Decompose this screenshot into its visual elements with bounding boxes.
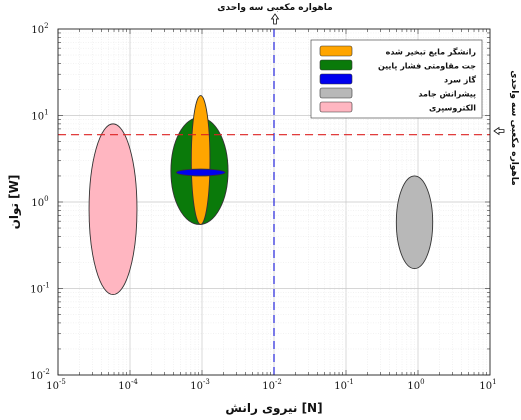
legend-label: گاز سرد	[444, 75, 476, 85]
legend-swatch	[319, 101, 353, 113]
y-tick-label: 100	[31, 195, 48, 209]
legend-swatch	[319, 59, 353, 71]
y-tick-label: 101	[31, 109, 48, 123]
x-tick-label: 10-2	[262, 378, 282, 392]
ellipse-cold-gas	[175, 168, 226, 177]
plot-border	[57, 28, 491, 376]
x-tick-label: 10-1	[334, 378, 354, 392]
x-tick-label: 101	[479, 378, 496, 392]
legend-item-electrospray: الکتروسپری	[319, 101, 476, 113]
legend-items: رانشگر مایع تبخیر شده جت مقاومتی فشار پای…	[319, 45, 477, 113]
reference-lines	[58, 29, 490, 375]
legend-item-low-pressure-resistojet: جت مقاومتی فشار پایین	[319, 59, 476, 71]
legend-swatch	[319, 45, 353, 57]
x-tick-label: 100	[407, 378, 424, 392]
legend: رانشگر مایع تبخیر شده جت مقاومتی فشار پای…	[310, 39, 483, 119]
cubesat-top-annotation: ماهواره مکعبی سه واحدی	[217, 3, 333, 25]
up-arrow-icon	[270, 13, 280, 25]
legend-label: الکتروسپری	[429, 104, 476, 113]
x-tick-label: 10-3	[190, 378, 210, 392]
cubesat-top-label: ماهواره مکعبی سه واحدی	[217, 3, 332, 13]
y-tick-label: 10-2	[30, 368, 50, 382]
ellipse-electrospray	[88, 123, 138, 296]
series-shapes	[88, 95, 434, 296]
ellipse-solid-propulsion	[395, 175, 434, 270]
x-tick-label: 10-4	[118, 378, 138, 392]
cubesat-right-label: ماهواره مکعبی سه واحدی	[509, 70, 519, 185]
legend-label: پیشرانش جامد	[418, 90, 476, 100]
ellipse-evaporating-liquid	[190, 95, 211, 225]
legend-item-evaporating-liquid: رانشگر مایع تبخیر شده	[319, 45, 477, 57]
legend-item-cold-gas: گاز سرد	[319, 73, 476, 85]
y-axis-title: توان [W]	[7, 175, 22, 230]
y-tick-label: 102	[31, 22, 48, 36]
cubesat-right-annotation: ماهواره مکعبی سه واحدی	[493, 70, 519, 186]
legend-label: رانشگر مایع تبخیر شده	[386, 47, 477, 57]
legend-swatch	[319, 87, 353, 99]
x-tick-labels: 10-5 10-4 10-3 10-2 10-1 100 101	[46, 378, 496, 392]
y-tick-label: 10-1	[30, 282, 50, 296]
left-arrow-icon	[493, 126, 505, 136]
legend-item-solid-propulsion: پیشرانش جامد	[319, 87, 476, 100]
legend-label: جت مقاومتی فشار پایین	[378, 62, 476, 71]
legend-swatch	[319, 73, 353, 85]
x-tick-label: 10-5	[46, 378, 66, 392]
y-tick-labels: 10-2 10-1 100 101 102	[30, 22, 50, 382]
x-axis-title: نیروی رانش [N]	[225, 401, 322, 416]
